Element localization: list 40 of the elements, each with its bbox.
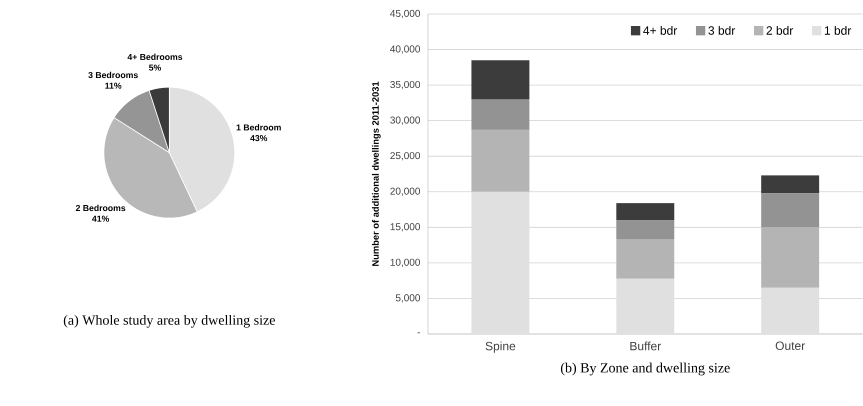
- y-tick-label: 15,000: [390, 223, 420, 232]
- x-tick-label: Buffer: [630, 342, 661, 350]
- bar: [616, 203, 674, 220]
- y-tick-label: 10,000: [390, 258, 420, 267]
- bar: [761, 193, 820, 228]
- text: (a) Whole study area by dwelling size: [64, 314, 275, 328]
- y-tick-label: 35,000: [390, 80, 420, 90]
- y-tick-label: 30,000: [390, 116, 420, 125]
- y-tick-label: 5,000: [396, 294, 420, 303]
- y-tick-label: -: [418, 332, 420, 334]
- y-axis-title: Number of additional dwellings 2011-2031: [372, 82, 381, 266]
- data-label: 43%: [250, 135, 268, 142]
- data-label: 41%: [92, 216, 110, 222]
- bar: [471, 60, 530, 100]
- slice-label: 3 Bedrooms: [88, 72, 138, 78]
- legend-label: 2 bdr: [766, 26, 794, 35]
- x-tick-label: Spine: [486, 342, 516, 353]
- bar: [761, 227, 820, 288]
- bar: [616, 220, 674, 240]
- bar: [616, 239, 674, 279]
- bar: [471, 130, 530, 192]
- slice-label: 1 Bedroom: [236, 124, 281, 131]
- legend-label: 3 bdr: [708, 26, 736, 35]
- bar: [761, 288, 820, 334]
- y-tick-label: 20,000: [390, 188, 420, 196]
- text: (b) By Zone and dwelling size: [560, 362, 730, 376]
- bar: [761, 175, 820, 194]
- legend-label: 4+ bdr: [643, 26, 678, 35]
- slice-label: 4+ Bedrooms: [128, 54, 182, 60]
- bar: [471, 192, 530, 334]
- y-tick-label: 40,000: [390, 45, 420, 54]
- x-tick-label: Outer: [776, 342, 805, 350]
- slice-label: 2 Bedrooms: [76, 204, 126, 212]
- bar: [471, 99, 530, 130]
- y-tick-label: 45,000: [390, 10, 420, 18]
- bar: [616, 278, 674, 334]
- legend-label: 1 bdr: [824, 26, 852, 35]
- data-label: 5%: [149, 64, 162, 71]
- y-tick-label: 25,000: [390, 152, 420, 160]
- data-label: 11%: [105, 82, 122, 89]
